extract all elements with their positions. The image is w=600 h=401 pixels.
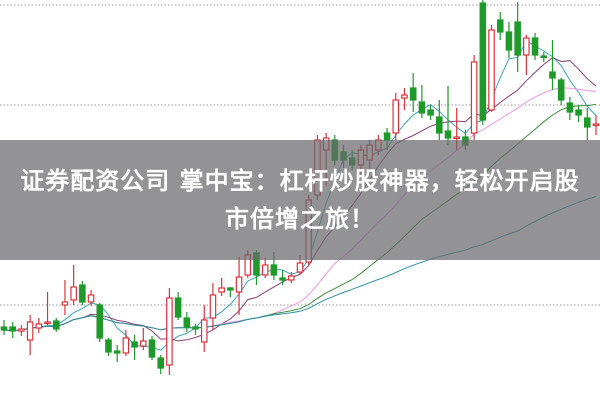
candle-down [566, 102, 574, 113]
candle-up [44, 321, 51, 325]
title-line-2: 市倍增之旅！ [225, 205, 375, 233]
candle-up [261, 264, 269, 276]
candle-down [174, 297, 182, 318]
candle-up [209, 294, 217, 319]
candle-down [148, 339, 156, 358]
candle-down [531, 37, 539, 56]
candle-up [200, 319, 208, 343]
candle-down [418, 101, 426, 114]
candle-down [557, 79, 565, 101]
candle-down [549, 71, 556, 79]
candle-up [122, 337, 130, 354]
candle-down [79, 284, 86, 303]
candle-down [444, 130, 452, 139]
candle-down [105, 339, 112, 353]
candle-down [583, 117, 591, 128]
candle-down [427, 109, 434, 116]
candle-up [87, 294, 95, 303]
candle-down [540, 55, 548, 59]
title-banner: 证券配资公司 掌中宝：杠杆炒股神器，轻松开启股 市倍增之旅！ [0, 140, 600, 260]
candle-up [139, 340, 147, 347]
candle-down [9, 326, 17, 332]
candle-down [409, 87, 417, 101]
candle-down [183, 317, 191, 328]
candle-up [401, 94, 408, 99]
candle-up [592, 123, 600, 127]
candle-down [270, 264, 278, 276]
candle-up [61, 301, 69, 306]
candle-down [575, 109, 582, 116]
candle-down [496, 19, 504, 33]
candle-up [287, 275, 295, 281]
candle-up [70, 286, 77, 301]
candle-down [157, 357, 165, 369]
candle-down [52, 320, 60, 330]
candle-down [96, 304, 104, 339]
candle-down [279, 277, 286, 281]
candle-down [383, 132, 391, 141]
candle-up [392, 99, 400, 134]
candle-down [514, 21, 521, 56]
candle-up [235, 276, 243, 293]
candle-up [26, 321, 34, 341]
candle-up [470, 61, 478, 134]
candle-down [479, 2, 487, 121]
candle-up [35, 323, 43, 329]
candle-down [113, 350, 121, 354]
candle-down [192, 326, 199, 330]
candle-up [488, 29, 495, 111]
candle-up [166, 297, 173, 366]
candle-up [523, 37, 530, 56]
candle-down [131, 341, 138, 348]
candle-up [18, 328, 25, 332]
candle-down [505, 31, 513, 51]
candle-down [227, 287, 234, 291]
candle-down [435, 116, 443, 134]
candle-up [453, 136, 461, 140]
candle-up [296, 262, 304, 273]
candle-up [218, 287, 225, 293]
title-line-1: 证券配资公司 掌中宝：杠杆炒股神器，轻松开启股 [20, 167, 580, 195]
candle-down [0, 326, 8, 331]
